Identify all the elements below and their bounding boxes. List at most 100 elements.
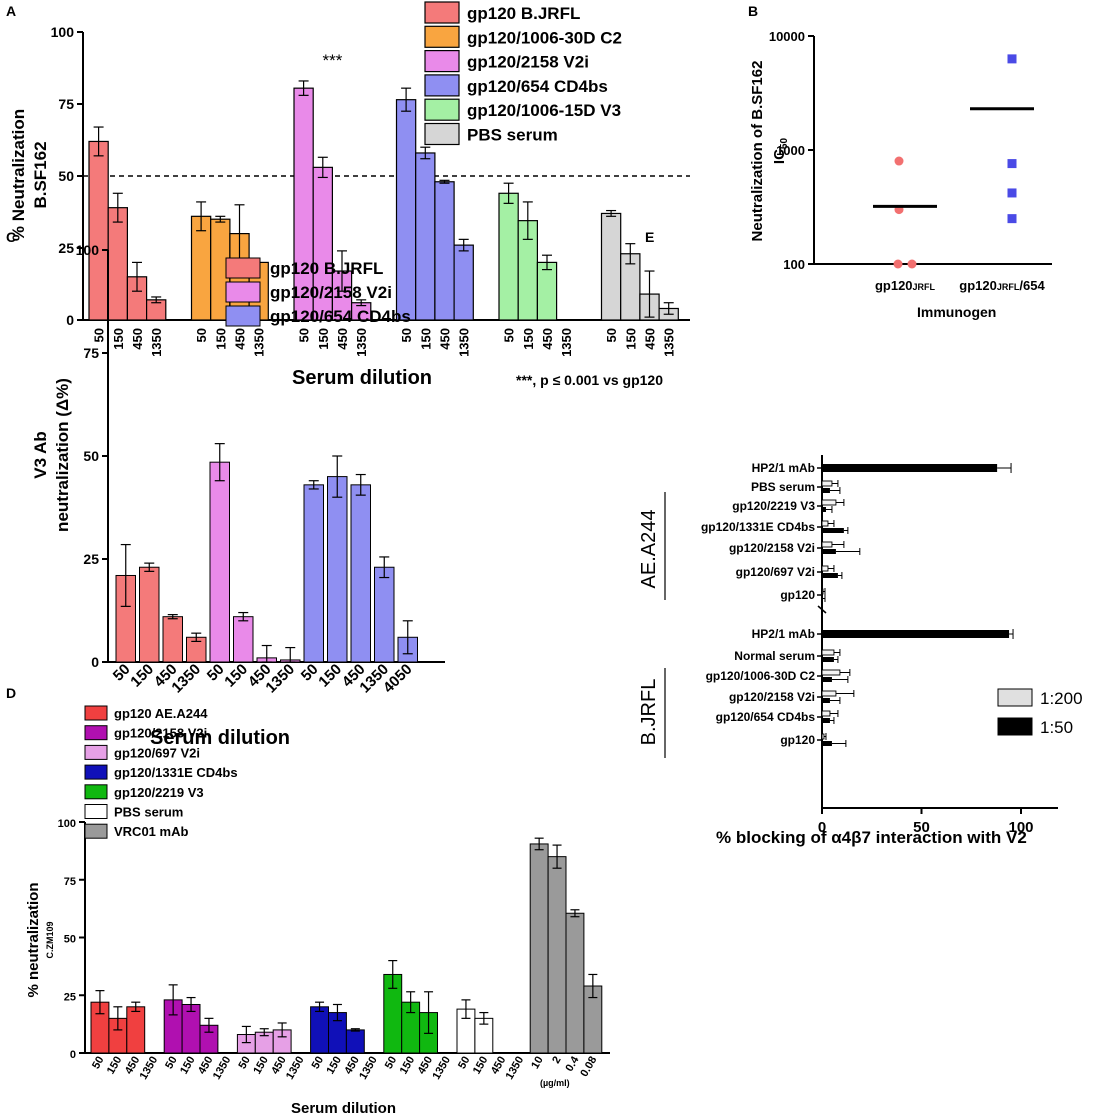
panel-e-row-label: gp120/697 V2i bbox=[736, 565, 815, 579]
panel-d-x-tick-label: 50 bbox=[310, 1055, 327, 1072]
panel-e-legend-swatch bbox=[997, 717, 1033, 736]
panel-d-legend-label: VRC01 mAb bbox=[114, 824, 188, 839]
panel-d-x-tick-label: 1350 bbox=[211, 1055, 234, 1082]
panel-a-legend-swatch bbox=[424, 25, 460, 48]
panel-c-y-tick-label: 75 bbox=[83, 345, 99, 361]
panel-e-bar-1-200 bbox=[821, 541, 833, 548]
panel-a-x-tick-label: 150 bbox=[111, 328, 126, 350]
panel-a-x-tick-label: 50 bbox=[399, 328, 414, 342]
panel-e-bar-1-50 bbox=[822, 573, 838, 578]
panel-a-x-tick-label: 1350 bbox=[354, 328, 369, 357]
panel-a-x-tick-label: 1350 bbox=[559, 328, 574, 357]
panel-d-y-tick-label: 75 bbox=[64, 876, 76, 888]
panel-e-bar-1-200 bbox=[821, 733, 825, 740]
panel-a-legend-label: gp120/1006-30D C2 bbox=[467, 28, 622, 47]
panel-e-group-label: B.JRFL bbox=[638, 679, 660, 746]
panel-c-bar bbox=[139, 566, 160, 663]
panel-e-bar-1-50 bbox=[822, 488, 830, 493]
panel-e-bar-1-50 bbox=[822, 677, 832, 682]
panel-d-bar bbox=[345, 1029, 365, 1054]
panel-d-x-label: Serum dilution bbox=[291, 1100, 396, 1117]
panel-a-legend-label: PBS serum bbox=[467, 126, 558, 145]
panel-e-x-tick-label: 0 bbox=[818, 819, 826, 836]
panel-c-legend-swatch bbox=[225, 281, 261, 303]
panel-e-bar-1-50 bbox=[822, 596, 823, 601]
panel-b-y-tick-label: 100 bbox=[783, 257, 805, 272]
panel-d-legend-label: PBS serum bbox=[114, 805, 183, 820]
panel-c-y-label: V3 Ab neutralization (Δ%) bbox=[31, 378, 72, 532]
panel-e-bar-1-200 bbox=[821, 520, 829, 527]
panel-a-bar bbox=[415, 152, 436, 321]
panel-c-legend-swatch bbox=[225, 257, 261, 279]
panel-e-legend-swatch bbox=[997, 688, 1033, 707]
panel-e-bar-1-50 bbox=[822, 698, 830, 703]
panel-e-bar-1-50 bbox=[822, 549, 836, 554]
panel-e-bar-1-200 bbox=[821, 480, 833, 487]
panel-c-bar bbox=[327, 476, 348, 663]
panel-c-y-tick-label: 50 bbox=[83, 448, 99, 464]
panel-d-x-tick-label: 2 bbox=[550, 1055, 563, 1066]
panel-b-point bbox=[1007, 54, 1017, 64]
panel-d-legend-label: gp120/2158 V2i bbox=[114, 726, 207, 741]
panel-d-x-tick-label: 50 bbox=[163, 1055, 180, 1072]
panel-d-x-tick-label: 10 bbox=[529, 1055, 546, 1072]
panel-d-x-tick-label: 150 bbox=[324, 1055, 344, 1077]
panel-c-bar bbox=[350, 484, 371, 663]
panel-a-footnote: ***, p ≤ 0.001 vs gp120 bbox=[516, 372, 663, 388]
panel-d-x-tick-label: 150 bbox=[105, 1055, 125, 1077]
panel-d-x-tick-label: 150 bbox=[178, 1055, 198, 1077]
panel-a-bar bbox=[107, 207, 128, 321]
panel-b-y-label-line: Neutralization of B.SF162 bbox=[749, 61, 766, 242]
panel-e-bar-1-200 bbox=[821, 669, 841, 676]
panel-d-legend-label: gp120/1331E CD4bs bbox=[114, 765, 238, 780]
panel-a-x-tick-label: 450 bbox=[438, 328, 453, 350]
panel-e-row-label: gp120/654 CD4bs bbox=[716, 710, 816, 724]
panel-b-y-tick-label: 1000 bbox=[776, 143, 805, 158]
panel-a-legend-swatch bbox=[424, 49, 460, 73]
panel-e-row-label: HP2/1 mAb bbox=[752, 627, 815, 641]
panel-label-d: D bbox=[6, 685, 16, 701]
panel-d-unit-note: (µg/ml) bbox=[540, 1078, 570, 1088]
panel-a-legend-label: gp120 B.JRFL bbox=[467, 4, 580, 23]
panel-a-x-tick-label: 150 bbox=[521, 328, 536, 350]
panel-b-x-label: Immunogen bbox=[917, 304, 996, 320]
panel-a-legend-swatch bbox=[424, 122, 460, 146]
panel-a-x-tick-label: 50 bbox=[194, 328, 209, 342]
panel-d-x-tick-label: 0.08 bbox=[578, 1055, 599, 1080]
panel-a-legend-swatch bbox=[424, 74, 460, 97]
panel-d-x-tick-label: 1350 bbox=[284, 1055, 307, 1082]
panel-a-bar bbox=[600, 212, 622, 321]
panel-e-row-label: gp120/2158 V2i bbox=[729, 541, 815, 555]
panel-d-y-tick-label: 100 bbox=[58, 818, 76, 830]
panel-b-point bbox=[907, 259, 917, 269]
panel-a-x-tick-label: 150 bbox=[418, 328, 433, 350]
panel-d-legend-swatch bbox=[84, 705, 108, 721]
panel-e-x-tick-label: 100 bbox=[1008, 819, 1033, 836]
panel-c-bar bbox=[233, 616, 254, 663]
panel-b-point bbox=[893, 259, 903, 269]
panel-a-x-label: Serum dilution bbox=[292, 367, 432, 389]
panel-a-x-tick-label: 450 bbox=[130, 328, 145, 350]
panel-a-legend-swatch bbox=[424, 1, 460, 24]
panel-c-legend-label: gp120 B.JRFL bbox=[270, 259, 383, 278]
panel-e-row-label: gp120/2158 V2i bbox=[729, 690, 815, 704]
panel-a-x-tick-label: 1350 bbox=[457, 328, 472, 357]
panel-a-x-tick-label: 450 bbox=[540, 328, 555, 350]
panel-b-x-tick-sub: JRFL bbox=[913, 282, 936, 292]
panel-e-x-tick-label: 50 bbox=[913, 819, 930, 836]
panel-a-x-tick-label: 1350 bbox=[149, 328, 164, 357]
panel-d-x-tick-label: 150 bbox=[471, 1055, 491, 1077]
panel-a-significance: *** bbox=[322, 51, 342, 70]
panel-a-y-tick-label: 75 bbox=[58, 96, 74, 112]
panel-a-x-tick-label: 1350 bbox=[252, 328, 267, 357]
panel-a-x-tick-label: 150 bbox=[213, 328, 228, 350]
panel-d-x-tick-label: 150 bbox=[398, 1055, 418, 1077]
panel-b-point bbox=[894, 156, 904, 166]
panel-d-x-tick-label: 1350 bbox=[504, 1055, 527, 1082]
panel-e-bar-1-50 bbox=[822, 657, 834, 662]
panel-a-x-tick-label: 450 bbox=[643, 328, 658, 350]
panel-d-legend-swatch bbox=[84, 744, 108, 760]
panel-d-y-label: % neutralization bbox=[25, 882, 42, 997]
panel-e-bar-1-50 bbox=[822, 528, 844, 533]
